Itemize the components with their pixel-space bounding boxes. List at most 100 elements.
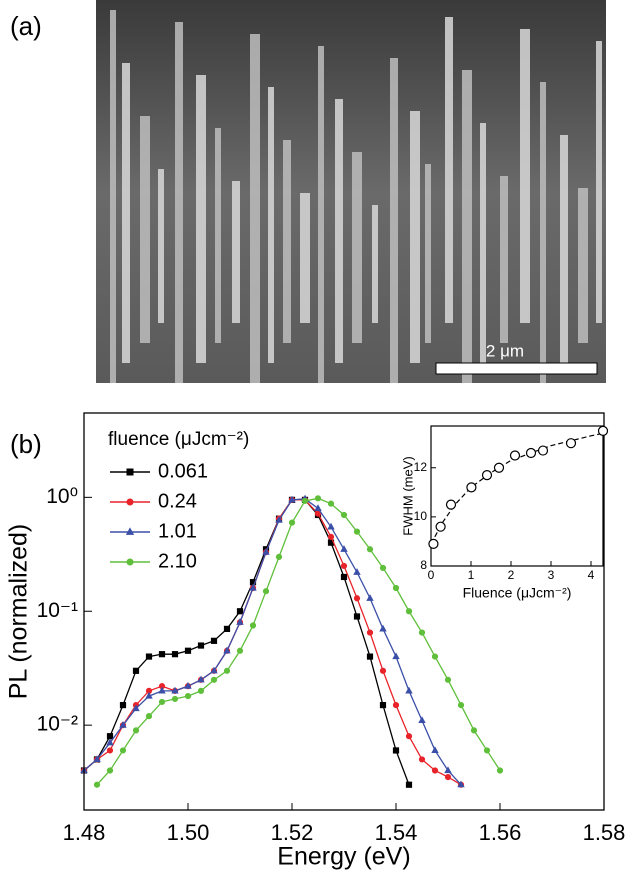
marker [275, 516, 283, 523]
marker [405, 686, 413, 694]
y-tick-label: 10⁰ [46, 485, 78, 508]
marker [93, 781, 101, 788]
nanowire [410, 111, 420, 363]
nanowire [318, 46, 324, 383]
x-tick-label: 1.52 [271, 820, 314, 845]
marker [184, 682, 192, 689]
marker [392, 584, 400, 592]
marker [288, 519, 296, 526]
fit-line [430, 432, 604, 545]
marker [392, 652, 400, 660]
nanowire [335, 99, 343, 363]
marker [145, 653, 153, 660]
marker [466, 482, 477, 493]
marker [126, 498, 134, 506]
marker [418, 756, 426, 763]
nanowire [352, 152, 362, 343]
legend-label: 1.01 [158, 520, 197, 542]
y-axis-label: FWHM (meV) [400, 456, 415, 535]
marker [353, 568, 361, 575]
nanowire [158, 169, 164, 323]
nanowire [283, 140, 291, 343]
marker [197, 687, 205, 694]
nanowires [110, 10, 602, 383]
marker [119, 702, 127, 709]
marker [275, 553, 283, 561]
marker [158, 686, 166, 694]
nanowire [250, 34, 260, 383]
legend-label: 0.061 [158, 460, 208, 482]
marker [431, 653, 439, 660]
marker [444, 766, 452, 774]
marker [565, 438, 577, 449]
marker [405, 781, 413, 788]
marker [236, 618, 244, 625]
x-tick-label: 3 [548, 568, 555, 582]
legend-label: 0.24 [158, 490, 197, 512]
nanowire [425, 164, 431, 343]
marker [93, 755, 101, 763]
marker [340, 545, 348, 552]
marker [262, 548, 270, 555]
marker [470, 727, 478, 734]
marker [314, 495, 322, 502]
nanowire [462, 70, 472, 383]
series-line [83, 499, 462, 786]
nanowire [196, 75, 206, 363]
nanowire [122, 63, 130, 363]
nanowire [232, 181, 240, 323]
x-tick-label: 0 [428, 568, 435, 582]
marker [418, 716, 426, 724]
marker [236, 647, 244, 654]
nanowire [215, 128, 221, 343]
scale-bar-label: 2 μm [486, 341, 524, 360]
marker [126, 558, 134, 566]
marker [481, 470, 493, 481]
panel-label: (b) [10, 429, 42, 459]
inset-frame [430, 425, 604, 567]
marker [537, 445, 549, 456]
marker [125, 527, 135, 535]
scale-bar [435, 362, 598, 375]
nanowire [300, 193, 310, 323]
nanowire [480, 123, 486, 363]
nanowire [596, 41, 602, 323]
marker [249, 583, 257, 591]
marker [457, 702, 465, 709]
marker [340, 562, 348, 570]
marker [597, 425, 609, 437]
marker [210, 637, 218, 644]
x-tick-label: 4 [588, 568, 595, 582]
marker [405, 608, 413, 615]
marker [158, 651, 166, 658]
y-axis-label: PL (normalized) [5, 524, 33, 700]
marker [340, 511, 348, 519]
x-axis-label: Fluence (μJcm⁻²) [463, 585, 572, 601]
marker [366, 546, 374, 553]
nanowire [372, 205, 378, 323]
marker [301, 497, 309, 505]
marker [353, 595, 361, 602]
nanowire [578, 188, 588, 343]
marker [236, 608, 244, 615]
marker [379, 667, 387, 674]
marker [106, 738, 114, 746]
marker [197, 675, 205, 683]
marker [496, 767, 504, 774]
marker [327, 522, 335, 530]
marker [418, 629, 426, 636]
marker [353, 613, 361, 620]
marker [392, 747, 400, 754]
x-tick-label: 1.48 [63, 820, 106, 845]
y-tick-label: 8 [420, 558, 427, 572]
nanowire [500, 176, 508, 343]
x-tick-label: 1.58 [583, 820, 626, 845]
marker [379, 624, 387, 632]
marker [379, 564, 387, 572]
marker [445, 499, 457, 510]
marker [223, 667, 231, 674]
marker [145, 691, 153, 699]
marker [493, 462, 505, 473]
marker [106, 747, 114, 754]
nanowire [445, 17, 453, 323]
